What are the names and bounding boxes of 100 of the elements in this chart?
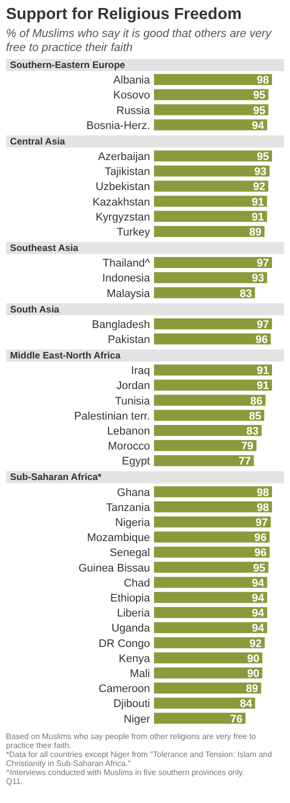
data-label: 98 [256,486,269,499]
bar [154,380,272,391]
bar [154,698,256,709]
text: Middle East-North Africa [10,350,122,362]
y-tick-label: Kosovo [113,90,150,102]
y-tick-label: Palestinian terr. [74,410,150,422]
bar [154,607,268,618]
text: Central Asia [10,136,66,148]
data-label: 89 [246,683,258,696]
data-label: 91 [256,365,269,378]
y-tick-label: Russia [116,104,151,117]
y-tick-label: Kenya [118,652,151,665]
bar [154,637,265,648]
y-tick-label: Nigeria [115,516,151,529]
y-tick-label: Iraq [131,365,150,378]
y-tick-label: Indonesia [102,272,151,285]
y-tick-label: Tajikistan [104,166,150,178]
bar [154,364,272,376]
y-tick-label: Guinea Bissau [78,562,150,574]
bar [154,682,262,694]
y-tick-label: Uzbekistan [96,181,150,194]
data-label: 91 [252,196,264,208]
data-label: 77 [238,456,251,468]
data-label: 96 [256,334,268,346]
data-label: 93 [252,272,264,285]
y-tick-label: Azerbaijan [98,150,150,163]
bar [154,501,272,512]
data-label: 79 [241,440,254,453]
bar [154,516,271,528]
y-tick-label: Bangladesh [92,318,150,331]
data-label: 98 [256,74,269,87]
data-label: 76 [230,713,243,726]
y-tick-label: Egypt [122,456,150,468]
data-label: 83 [240,288,252,300]
data-label: 94 [252,622,266,635]
text: Sub-Saharan Africa* [10,472,102,484]
data-label: 96 [254,532,267,544]
y-tick-label: Ghana [116,486,151,499]
y-tick-label: Senegal [110,547,150,560]
data-label: 98 [256,502,269,514]
data-label: 85 [248,410,262,422]
text: South Asia [10,304,60,316]
bar [154,440,256,452]
data-label: 95 [253,104,266,117]
data-label: 97 [256,516,268,529]
bar [154,562,268,573]
y-tick-label: Djibouti [113,698,150,710]
bar [154,592,268,603]
y-tick-label: Uganda [111,622,151,635]
bar [154,486,272,498]
y-tick-label: Tanzania [106,502,151,514]
text: Support for Religious Freedom [6,6,242,23]
y-tick-label: Thailand^ [102,258,151,270]
data-label: 90 [247,668,260,680]
text: Q11. [6,776,23,786]
y-tick-label: Liberia [116,608,151,620]
data-label: 89 [249,226,262,238]
y-tick-label: Kazakhstan [92,196,150,208]
y-tick-label: Jordan [116,380,150,392]
bar [154,455,254,466]
data-label: 91 [256,380,269,392]
data-label: 94 [252,577,266,590]
data-label: 92 [253,181,266,194]
data-label: 84 [240,698,254,710]
data-label: 97 [256,318,269,331]
y-tick-label: Tunisia [114,395,151,408]
text: *Data for all countries except Niger from "Tolerance and Tension: Islam and Christianity in Sub-Saharan Africa." [6,750,272,768]
bar [154,410,264,421]
data-label: 92 [250,638,262,650]
text: Southeast Asia [10,243,79,254]
y-tick-label: Lebanon [107,425,150,438]
y-tick-label: DR Congo [98,638,150,650]
y-tick-label: Pakistan [108,334,150,346]
y-tick-label: Albania [113,74,151,87]
data-label: 94 [252,608,266,620]
bar [154,394,266,406]
data-label: 94 [252,592,266,604]
y-tick-label: Cameroon [98,683,150,696]
data-label: 94 [252,120,266,132]
data-label: 83 [246,425,259,438]
y-tick-label: Chad [124,577,150,590]
bar [154,546,270,558]
data-label: 95 [253,90,266,102]
data-label: 91 [252,211,264,224]
y-tick-label: Mali [130,668,150,680]
y-tick-label: Ethiopia [110,592,151,604]
data-label: 95 [256,150,269,163]
data-label: 97 [256,258,269,270]
data-label: 90 [247,652,260,665]
data-label: 86 [250,395,263,408]
text: Southern-Eastern Europe [10,60,126,71]
bar [154,667,262,678]
y-tick-label: Kyrgyzstan [96,211,150,224]
data-label: 96 [254,547,267,560]
bar [154,652,262,664]
text: ^Interviews conducted with Muslims in five southern provinces only. [6,768,244,777]
bar [154,424,262,436]
y-tick-label: Turkey [116,226,150,238]
y-tick-label: Mozambique [87,532,150,544]
bar [154,712,246,724]
